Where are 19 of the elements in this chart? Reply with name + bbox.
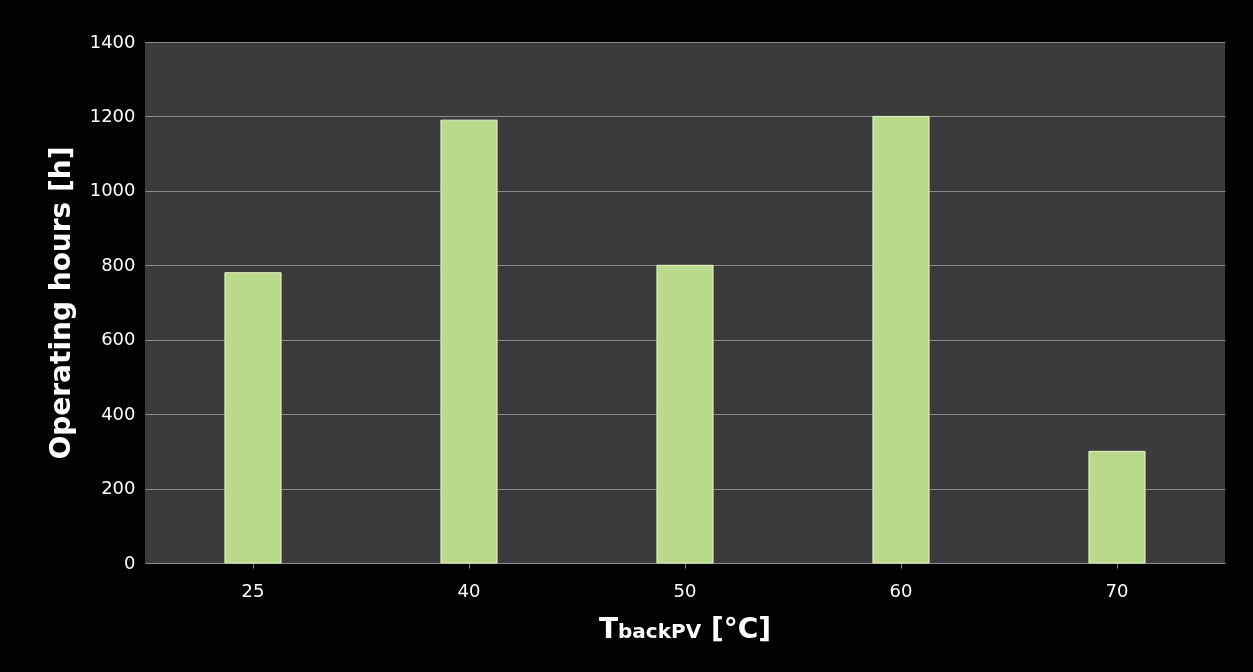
y-tick-label: 800 xyxy=(101,253,136,275)
x-tick-label: 25 xyxy=(241,579,265,601)
x-tick-label: 40 xyxy=(457,579,481,601)
y-tick-label: 1200 xyxy=(89,104,136,126)
x-tick-label: 60 xyxy=(889,579,913,601)
bar xyxy=(224,272,282,564)
bar xyxy=(1088,450,1146,564)
y-axis-title: Operating hours [h] xyxy=(43,146,77,460)
bar xyxy=(656,264,714,564)
y-tick-label: 400 xyxy=(101,402,136,424)
x-tick-label: 50 xyxy=(673,579,697,601)
y-tick-label: 200 xyxy=(101,477,136,499)
y-tick-label: 1000 xyxy=(89,179,136,201)
y-tick-label: 1400 xyxy=(89,30,136,52)
y-tick-label: 0 xyxy=(124,551,136,573)
y-tick-label: 600 xyxy=(101,328,136,350)
bar xyxy=(440,119,498,564)
x-tick-label: 70 xyxy=(1105,579,1129,601)
bar xyxy=(872,115,930,564)
